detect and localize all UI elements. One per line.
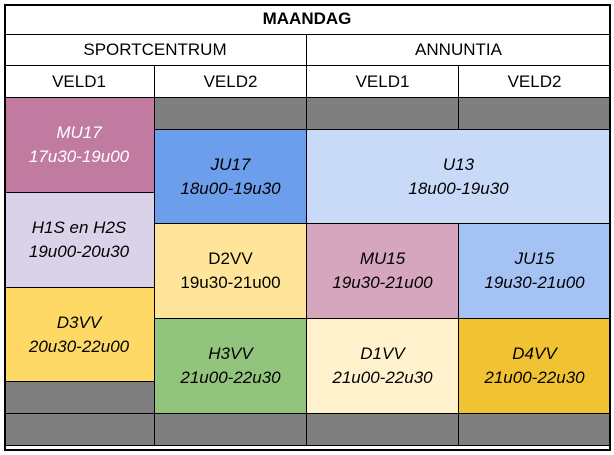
location-header: ANNUNTIA — [307, 35, 611, 66]
empty-slot — [155, 98, 307, 130]
block-team: JU17 — [210, 154, 251, 174]
block-time: 19u30-21u00 — [484, 273, 585, 292]
field-label: VELD1 — [355, 71, 410, 91]
block-team: D4VV — [512, 344, 557, 363]
block-team: U13 — [442, 154, 475, 174]
block-time: 19u30-21u00 — [332, 273, 433, 292]
schedule-block: JU15 19u30-21u00 — [459, 224, 611, 319]
schedule-block: D1VV 21u00-22u30 — [307, 319, 459, 414]
block-team: MU17 — [56, 123, 102, 142]
block-time: 20u30-22u00 — [28, 336, 130, 356]
block-team: D2VV — [208, 249, 253, 268]
schedule-block: U13 18u00-19u30 — [307, 130, 611, 224]
schedule-grid: MAANDAG SPORTCENTRUM ANNUNTIA VELD1 VELD2 VEL… — [4, 4, 613, 452]
block-time: 21u00-22u30 — [180, 368, 281, 387]
field-label: VELD2 — [507, 71, 562, 91]
block-time: 21u00-22u30 — [484, 368, 585, 387]
block-team: D1VV — [360, 344, 405, 363]
day-title: MAANDAG — [4, 4, 611, 35]
block-team: H3VV — [208, 344, 253, 363]
schedule-block: D2VV 19u30-21u00 — [155, 224, 307, 319]
empty-slot — [4, 382, 155, 414]
block-time: 19u00-20u30 — [28, 242, 130, 261]
empty-slot — [4, 414, 155, 446]
empty-slot — [307, 414, 459, 446]
block-time: 19u30-21u00 — [180, 273, 281, 292]
block-time: 17u30-19u00 — [28, 147, 130, 166]
empty-slot — [307, 98, 459, 130]
schedule-block: H1S en H2S 19u00-20u30 — [4, 193, 155, 288]
schedule-block: JU17 18u00-19u30 — [155, 130, 307, 224]
field-header: VELD2 — [459, 66, 611, 98]
empty-slot — [459, 414, 611, 446]
field-header: VELD1 — [307, 66, 459, 98]
block-team: MU15 — [359, 249, 406, 268]
block-time: 18u00-19u30 — [408, 178, 509, 198]
field-label: VELD2 — [203, 71, 258, 91]
block-team: D3VV — [56, 312, 102, 332]
empty-slot — [459, 98, 611, 130]
field-header: VELD1 — [4, 66, 155, 98]
day-title-text: MAANDAG — [262, 9, 352, 28]
empty-slot — [155, 414, 307, 446]
schedule-block: MU17 17u30-19u00 — [4, 98, 155, 193]
schedule-block: D3VV 20u30-22u00 — [4, 288, 155, 382]
location-label: ANNUNTIA — [415, 40, 502, 59]
block-team: JU15 — [514, 249, 555, 268]
block-time: 18u00-19u30 — [180, 178, 281, 198]
location-header: SPORTCENTRUM — [4, 35, 307, 66]
schedule-block: MU15 19u30-21u00 — [307, 224, 459, 319]
block-time: 21u00-22u30 — [332, 368, 433, 387]
location-label: SPORTCENTRUM — [83, 40, 227, 59]
schedule-block: H3VV 21u00-22u30 — [155, 319, 307, 414]
block-team: H1S en H2S — [31, 218, 127, 237]
field-header: VELD2 — [155, 66, 307, 98]
schedule-block: D4VV 21u00-22u30 — [459, 319, 611, 414]
field-label: VELD1 — [52, 71, 106, 91]
